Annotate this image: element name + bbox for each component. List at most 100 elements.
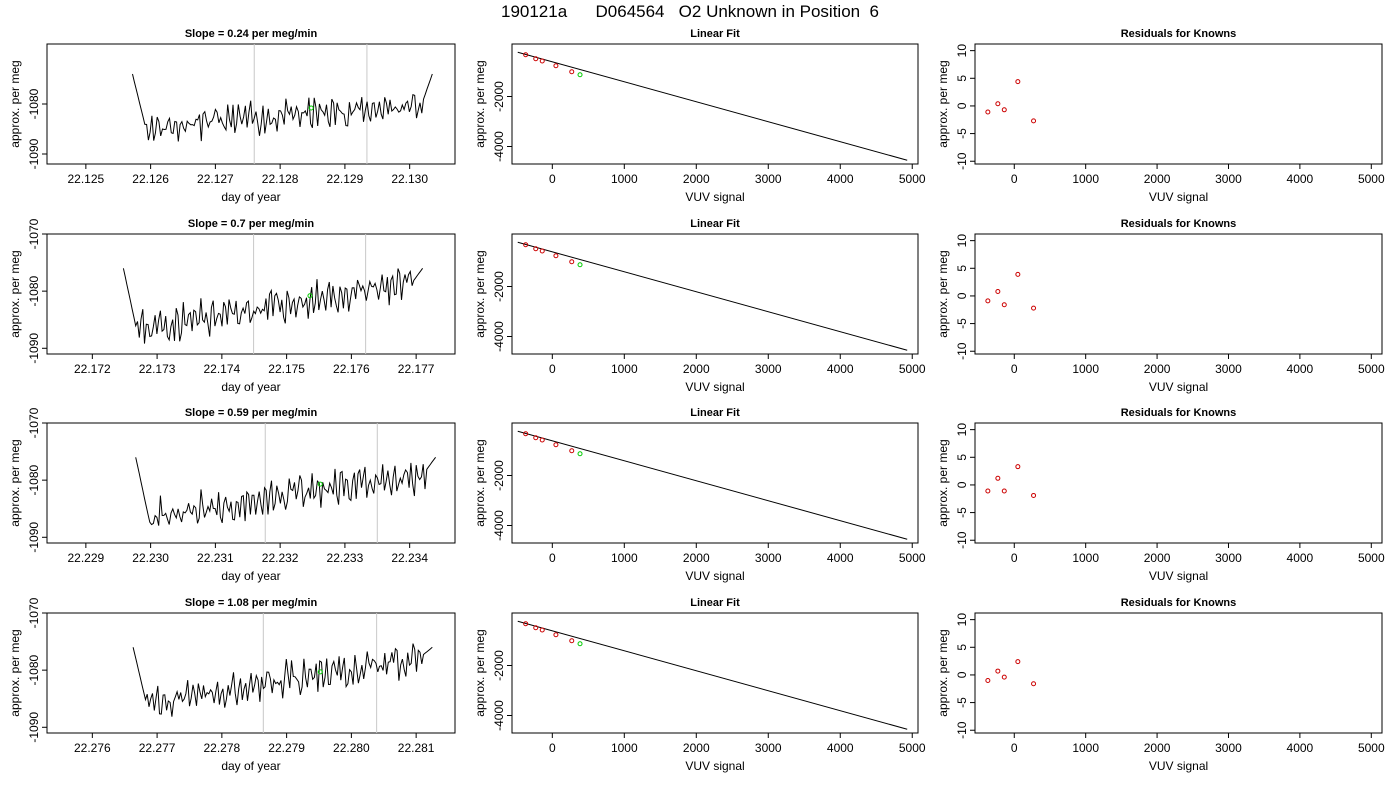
x-tick-label: 22.173	[139, 362, 176, 376]
plot-frame	[974, 43, 1383, 165]
plot-frame	[511, 43, 919, 165]
y-tick-label: -1080	[27, 88, 41, 119]
y-tick-label: 5	[955, 644, 969, 651]
y-tick-label: -1080	[27, 464, 41, 495]
known-point	[533, 246, 539, 252]
data-layer	[517, 620, 908, 730]
y-tick-label: 10	[955, 44, 969, 58]
residual-point	[985, 109, 991, 115]
x-tick-label: 22.125	[68, 172, 105, 186]
y-tick-label: -2000	[492, 460, 506, 491]
x-tick-label: 22.278	[204, 741, 241, 755]
x-tick-label: 5000	[899, 172, 926, 186]
fit-line	[517, 51, 908, 161]
panel-title: Linear Fit	[690, 28, 740, 40]
x-tick-label: 22.174	[204, 362, 241, 376]
x-tick-label: 2000	[1144, 172, 1171, 186]
y-tick-label: -1080	[27, 275, 41, 306]
y-axis-label: approx. per meg	[936, 60, 950, 147]
x-tick-label: 4000	[1287, 172, 1314, 186]
unknown-point	[317, 481, 323, 487]
x-tick-label: 5000	[1358, 172, 1385, 186]
fit-line	[517, 430, 908, 540]
panels: Slope = 0.24 per meg/min 22.125 22.126 22.1…	[8, 28, 1385, 773]
x-tick-label: 1000	[1072, 362, 1099, 376]
y-axis-label: approx. per meg	[473, 60, 487, 147]
x-axis-label: day of year	[221, 759, 280, 773]
x-tick-label: 1000	[611, 362, 638, 376]
y-axis-label: approx. per meg	[8, 250, 22, 337]
y-tick-label: 0	[955, 292, 969, 299]
residual-point	[1015, 659, 1021, 665]
x-tick-label: 5000	[899, 551, 926, 565]
plot-frame	[46, 233, 456, 355]
data-layer	[122, 234, 424, 354]
y-tick-label: 5	[955, 75, 969, 82]
y-tick-label: -2000	[492, 271, 506, 302]
x-tick-label: 1000	[611, 172, 638, 186]
panel-title: Slope = 0.7 per meg/min	[188, 218, 315, 230]
x-tick-label: 22.127	[197, 172, 234, 186]
known-point	[539, 627, 545, 633]
residual-point	[985, 298, 991, 304]
known-point	[533, 56, 539, 62]
unknown-point	[577, 451, 583, 457]
panel-timeseries-0: Slope = 0.24 per meg/min 22.125 22.126 22.1…	[8, 28, 456, 204]
y-tick-label: 0	[955, 671, 969, 678]
y-axis-label: approx. per meg	[936, 439, 950, 526]
y-tick-label: -1090	[27, 522, 41, 553]
x-tick-label: 4000	[1287, 741, 1314, 755]
y-tick-label: -10	[955, 531, 969, 549]
y-tick-label: -5	[955, 318, 969, 329]
unknown-point	[577, 72, 583, 78]
y-tick-label: -4000	[492, 700, 506, 731]
unknown-point	[317, 669, 323, 675]
y-tick-label: -2000	[492, 650, 506, 681]
panel-residuals-1: Residuals for Knowns 0 1000 2000 3000 4000 500…	[936, 218, 1385, 394]
known-point	[569, 638, 575, 644]
x-tick-label: 22.129	[327, 172, 364, 186]
residual-point	[1001, 488, 1007, 494]
panel-title: Slope = 1.08 per meg/min	[185, 597, 318, 609]
panel-title: Residuals for Knowns	[1121, 407, 1237, 419]
data-layer	[132, 613, 433, 733]
panel-title: Residuals for Knowns	[1121, 28, 1237, 40]
known-point	[523, 242, 529, 248]
unknown-point	[577, 262, 583, 268]
residual-point	[1031, 118, 1037, 124]
residual-point	[985, 677, 991, 683]
known-point	[539, 58, 545, 64]
x-tick-label: 22.276	[74, 741, 111, 755]
y-tick-label: -1070	[27, 218, 41, 249]
x-tick-label: 22.126	[132, 172, 169, 186]
residual-point	[1031, 305, 1037, 311]
known-point	[523, 431, 529, 437]
y-tick-label: -5	[955, 507, 969, 518]
y-axis-label: approx. per meg	[8, 439, 22, 526]
y-tick-label: -5	[955, 128, 969, 139]
residual-point	[995, 668, 1001, 674]
residual-point	[995, 475, 1001, 481]
x-tick-label: 22.280	[333, 741, 370, 755]
y-tick-label: -1090	[27, 712, 41, 743]
known-point	[569, 259, 575, 265]
x-tick-label: 3000	[755, 551, 782, 565]
y-tick-label: -10	[955, 721, 969, 739]
y-axis-label: approx. per meg	[936, 629, 950, 716]
x-tick-label: 0	[549, 551, 556, 565]
known-point	[553, 63, 559, 69]
y-axis-label: approx. per meg	[936, 250, 950, 337]
y-tick-label: -1090	[27, 333, 41, 364]
fit-line	[517, 241, 908, 351]
fit-line	[517, 620, 908, 730]
panel-timeseries-1: Slope = 0.7 per meg/min 22.172 22.173 22.17…	[8, 218, 456, 394]
plot-frame	[511, 233, 919, 355]
plot-frame	[974, 233, 1383, 355]
x-tick-label: 4000	[1287, 362, 1314, 376]
data-layer	[985, 79, 1037, 124]
residual-point	[995, 101, 1001, 107]
residual-point	[1015, 464, 1021, 470]
x-tick-label: 0	[1011, 551, 1018, 565]
known-point	[569, 69, 575, 75]
x-tick-label: 4000	[827, 172, 854, 186]
